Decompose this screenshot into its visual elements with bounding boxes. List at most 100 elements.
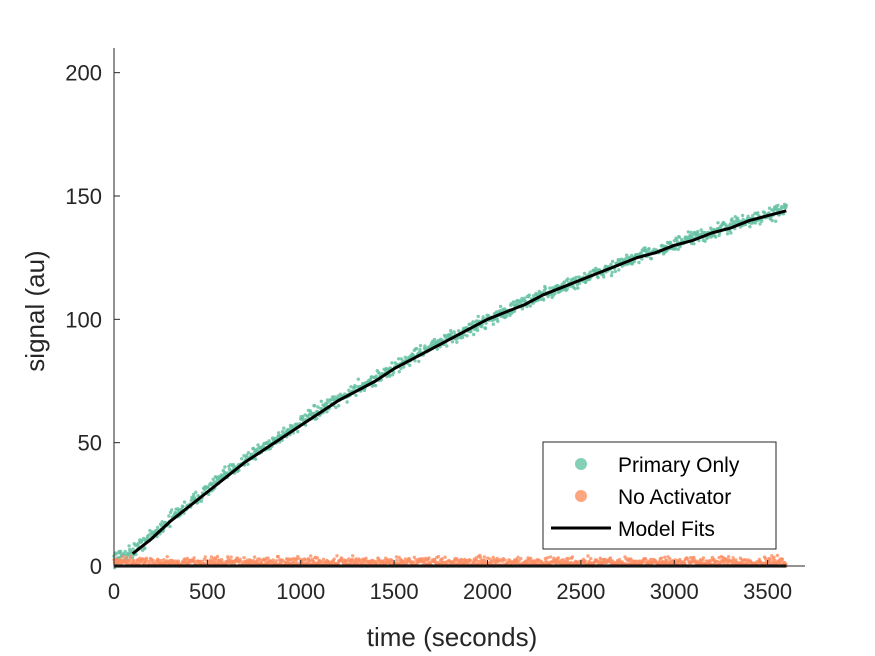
primary-only-point [535, 292, 539, 297]
primary-only-point [337, 404, 341, 408]
primary-only-point [242, 454, 246, 458]
primary-only-point [435, 347, 439, 351]
legend-marker [575, 490, 587, 502]
no-activator-point [772, 555, 776, 560]
no-activator-point [663, 555, 667, 559]
no-activator-point [232, 561, 237, 566]
primary-only-point [523, 296, 527, 300]
primary-only-point [449, 328, 453, 333]
primary-only-point [312, 404, 317, 408]
primary-only-point [246, 451, 251, 455]
primary-only-point [256, 443, 260, 447]
primary-only-point [246, 462, 250, 466]
no-activator-point [309, 554, 313, 558]
no-activator-point [517, 559, 521, 563]
primary-only-point [254, 457, 258, 461]
primary-only-point [449, 331, 453, 336]
primary-only-point [356, 377, 360, 381]
primary-only-point [194, 490, 198, 494]
primary-only-point [565, 287, 569, 291]
primary-only-point [168, 524, 172, 529]
primary-only-point [543, 286, 548, 291]
primary-only-point [211, 477, 215, 481]
no-activator-point [266, 556, 270, 560]
no-activator-point [743, 558, 748, 562]
primary-only-point [527, 293, 531, 297]
primary-only-point [472, 332, 476, 337]
no-activator-point [165, 555, 169, 559]
legend-marker [575, 458, 587, 470]
no-activator-point [763, 556, 768, 561]
primary-only-point [349, 385, 353, 389]
primary-only-point [649, 257, 653, 261]
no-activator-point [491, 555, 495, 560]
primary-only-point [566, 277, 570, 281]
no-activator-point [129, 554, 133, 559]
no-activator-point [561, 558, 565, 562]
primary-only-point [643, 246, 647, 250]
no-activator-point [525, 559, 529, 563]
primary-only-point [673, 246, 678, 251]
primary-only-point [542, 298, 546, 302]
no-activator-point [412, 555, 416, 559]
primary-only-point [354, 393, 358, 398]
primary-only-point [156, 525, 160, 530]
primary-only-point [199, 499, 204, 503]
primary-only-point [758, 222, 762, 226]
x-axis-title: time (seconds) [367, 622, 538, 652]
primary-only-point [486, 313, 490, 318]
primary-only-point [548, 286, 552, 290]
primary-only-point [574, 275, 578, 279]
no-activator-point [351, 554, 355, 558]
no-activator-point [482, 555, 486, 559]
primary-only-point [481, 315, 485, 319]
primary-only-point [326, 400, 330, 404]
primary-only-point [632, 259, 637, 264]
x-tick-label: 3500 [743, 579, 792, 604]
primary-only-point [408, 363, 412, 368]
no-activator-point [321, 557, 326, 561]
primary-only-point [483, 326, 488, 331]
primary-only-point [498, 304, 503, 309]
primary-only-point [325, 410, 329, 414]
primary-only-point [751, 214, 755, 218]
primary-only-point [703, 239, 707, 243]
no-activator-point [320, 560, 324, 564]
no-activator-point [683, 561, 687, 565]
no-activator-point [644, 557, 648, 561]
no-activator-point [145, 559, 149, 563]
primary-only-point [423, 344, 427, 348]
no-activator-point [476, 559, 480, 563]
primary-only-point [689, 230, 693, 235]
no-activator-point [495, 556, 499, 561]
no-activator-point [460, 558, 464, 563]
no-activator-point [701, 556, 706, 560]
primary-only-point [746, 214, 750, 218]
primary-only-point [553, 291, 557, 296]
no-activator-point [315, 556, 320, 560]
no-activator-point [599, 558, 603, 562]
primary-only-point [440, 338, 444, 342]
primary-only-point [735, 216, 740, 220]
y-tick-label: 0 [90, 554, 102, 579]
no-activator-point [586, 554, 590, 558]
no-activator-point [296, 556, 300, 561]
primary-only-point [576, 286, 580, 290]
primary-only-point [397, 370, 401, 374]
no-activator-point [192, 556, 196, 560]
primary-only-point [223, 465, 227, 469]
primary-only-point [686, 230, 690, 234]
no-activator-point [685, 557, 689, 561]
no-activator-point [235, 556, 239, 560]
no-activator-point [443, 555, 447, 559]
no-activator-point [176, 559, 181, 563]
primary-only-point [637, 260, 641, 265]
no-activator-point [303, 558, 307, 562]
primary-only-point [617, 268, 621, 272]
primary-only-point [730, 217, 734, 221]
no-activator-point [215, 554, 220, 559]
no-activator-point [548, 555, 553, 559]
no-activator-point [395, 558, 399, 563]
no-activator-point [767, 559, 772, 564]
